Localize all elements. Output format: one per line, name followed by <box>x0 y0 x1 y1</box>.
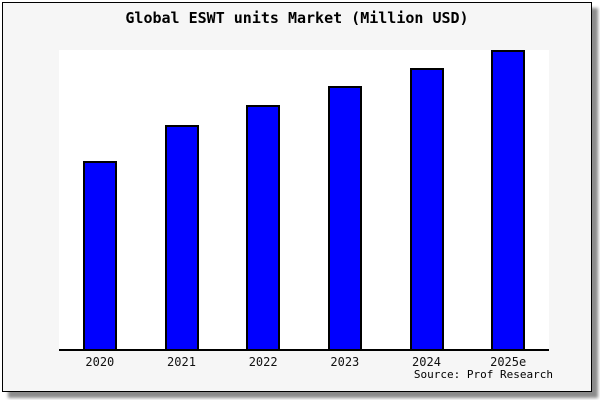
source-attribution: Source: Prof Research <box>413 368 553 381</box>
bar-2022 <box>246 105 281 349</box>
x-tick-2025e: 2025e <box>490 355 527 369</box>
bar-2021 <box>164 124 199 349</box>
bar-2023 <box>327 85 362 349</box>
chart-figure: Global ESWT units Market (Million USD) 2… <box>2 2 592 392</box>
x-axis-tick-labels: 2020 2021 2022 2023 2024 2025e <box>59 356 549 371</box>
plot-area <box>59 50 549 351</box>
bar-2024 <box>409 67 444 349</box>
bar-2025e <box>491 50 526 349</box>
x-tick-2021: 2021 <box>167 355 196 369</box>
x-tick-2022: 2022 <box>248 355 278 369</box>
chart-title: Global ESWT units Market (Million USD) <box>125 9 469 27</box>
x-tick-2020: 2020 <box>85 355 115 369</box>
x-tick-2023: 2023 <box>330 355 360 369</box>
bar-2020 <box>82 160 117 349</box>
x-tick-2024: 2024 <box>412 355 441 369</box>
